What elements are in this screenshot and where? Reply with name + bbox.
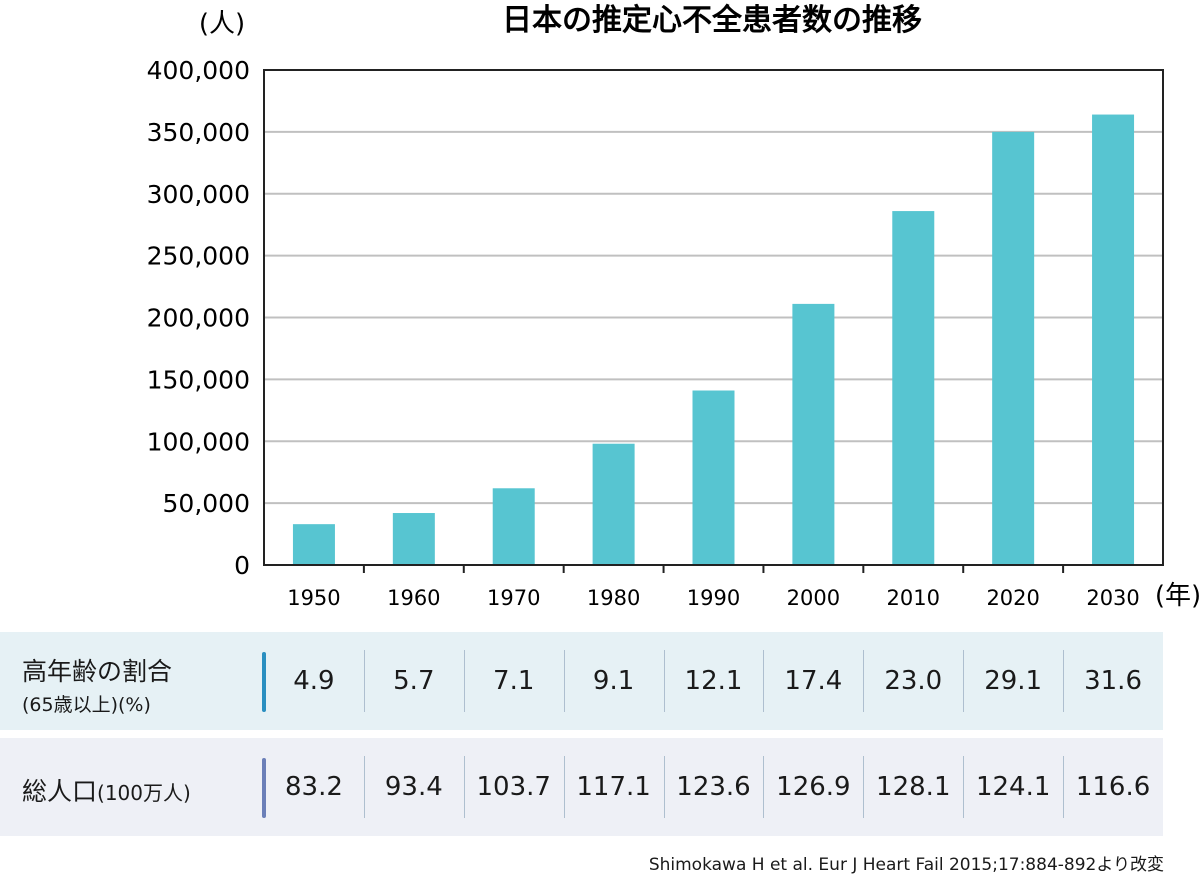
total-population-title: 総人口	[22, 777, 98, 806]
total-population-label: 総人口(100万人)	[22, 772, 191, 808]
x-tick-label: 1960	[387, 586, 440, 610]
table-cell: 128.1	[876, 772, 951, 802]
x-tick-label: 1990	[687, 586, 740, 610]
table-cell: 7.1	[493, 666, 535, 696]
table-cell: 5.7	[393, 666, 435, 696]
x-tick-label: 1970	[487, 586, 540, 610]
cell-divider	[963, 756, 965, 818]
y-tick-label: 300,000	[147, 180, 250, 209]
bar-2020	[992, 131, 1035, 565]
bar-1990	[692, 390, 735, 565]
cell-divider	[963, 650, 965, 712]
table-cell: 83.2	[284, 772, 343, 802]
elderly-ratio-row: 高年齢の割合 (65歳以上)(%) 4.9 5.7 7.1 9.1 12.1 17.4 23…	[0, 632, 1163, 730]
x-axis-ticks: 1950 1960 1970 1980 1990 2000 2010 2020 2030	[287, 565, 1140, 610]
row-accent-bar	[262, 652, 266, 712]
table-cell: 124.1	[975, 772, 1051, 802]
total-population-row: 総人口(100万人) 83.2 93.4 103.7 117.1 123.6 126.9 1…	[0, 738, 1163, 836]
cell-divider	[363, 756, 365, 818]
grid-lines	[264, 130, 1163, 505]
bars	[292, 114, 1135, 566]
cell-divider	[463, 756, 465, 818]
total-population-subtitle: (100万人)	[97, 781, 191, 805]
y-tick-label: 100,000	[147, 427, 250, 456]
cell-divider	[1063, 756, 1065, 818]
cell-divider	[1063, 650, 1065, 712]
cell-divider	[563, 756, 565, 818]
table-cell: 17.4	[784, 666, 843, 696]
table-cell: 123.6	[676, 772, 751, 802]
table-cell: 126.9	[776, 772, 851, 802]
bar-1980	[592, 443, 635, 565]
cell-divider	[563, 650, 565, 712]
row-accent-bar	[262, 758, 266, 818]
bar-chart: 日本の推定心不全患者数の推移 (人) (年) 0 50,000 100,000 150…	[147, 3, 1200, 611]
cell-divider	[863, 650, 865, 712]
x-axis-unit: (年)	[1155, 581, 1200, 611]
y-tick-label: 0	[234, 551, 250, 580]
x-tick-label: 2000	[787, 586, 840, 610]
y-tick-label: 50,000	[163, 489, 250, 518]
y-tick-label: 400,000	[147, 56, 250, 85]
y-tick-label: 150,000	[147, 365, 250, 394]
y-axis-ticks: 0 50,000 100,000 150,000 200,000 250,000 300,0…	[147, 56, 250, 580]
cell-divider	[463, 650, 465, 712]
cell-divider	[663, 756, 665, 818]
y-tick-label: 200,000	[147, 304, 250, 333]
table-cell: 103.7	[476, 772, 551, 802]
table-cell: 29.1	[984, 666, 1043, 696]
cell-divider	[663, 650, 665, 712]
bar-1950	[292, 524, 335, 565]
table-cell: 4.9	[293, 666, 335, 696]
x-tick-label: 2010	[887, 586, 940, 610]
bar-1960	[392, 513, 435, 565]
chart-title: 日本の推定心不全患者数の推移	[502, 3, 922, 38]
x-tick-label: 2030	[1086, 586, 1139, 610]
cell-divider	[763, 650, 765, 712]
y-tick-label: 350,000	[147, 118, 250, 147]
x-tick-label: 1980	[587, 586, 640, 610]
plot-frame	[263, 69, 1164, 566]
x-tick-label: 1950	[287, 586, 340, 610]
bar-2000	[792, 303, 835, 565]
y-tick-label: 250,000	[147, 242, 250, 271]
elderly-ratio-subtitle: (65歳以上)(%)	[22, 694, 151, 716]
cell-divider	[763, 756, 765, 818]
bar-2010	[892, 211, 935, 565]
elderly-ratio-label: 高年齢の割合 (65歳以上)(%)	[22, 652, 172, 717]
table-cell: 31.6	[1084, 666, 1142, 696]
y-axis-unit: (人)	[199, 9, 245, 39]
table-cell: 116.6	[1075, 772, 1151, 802]
cell-divider	[863, 756, 865, 818]
table-cell: 9.1	[592, 666, 635, 696]
elderly-ratio-title: 高年齢の割合	[22, 657, 173, 686]
source-citation: Shimokawa H et al. Eur J Heart Fail 2015…	[648, 855, 1164, 875]
table-cell: 117.1	[576, 772, 651, 802]
bar-1970	[492, 488, 535, 565]
bar-2030	[1092, 114, 1135, 566]
table-cell: 23.0	[884, 666, 943, 696]
cell-divider	[363, 650, 365, 712]
table-cell: 93.4	[384, 772, 443, 802]
table-cell: 12.1	[684, 666, 743, 696]
x-tick-label: 2020	[986, 586, 1039, 610]
